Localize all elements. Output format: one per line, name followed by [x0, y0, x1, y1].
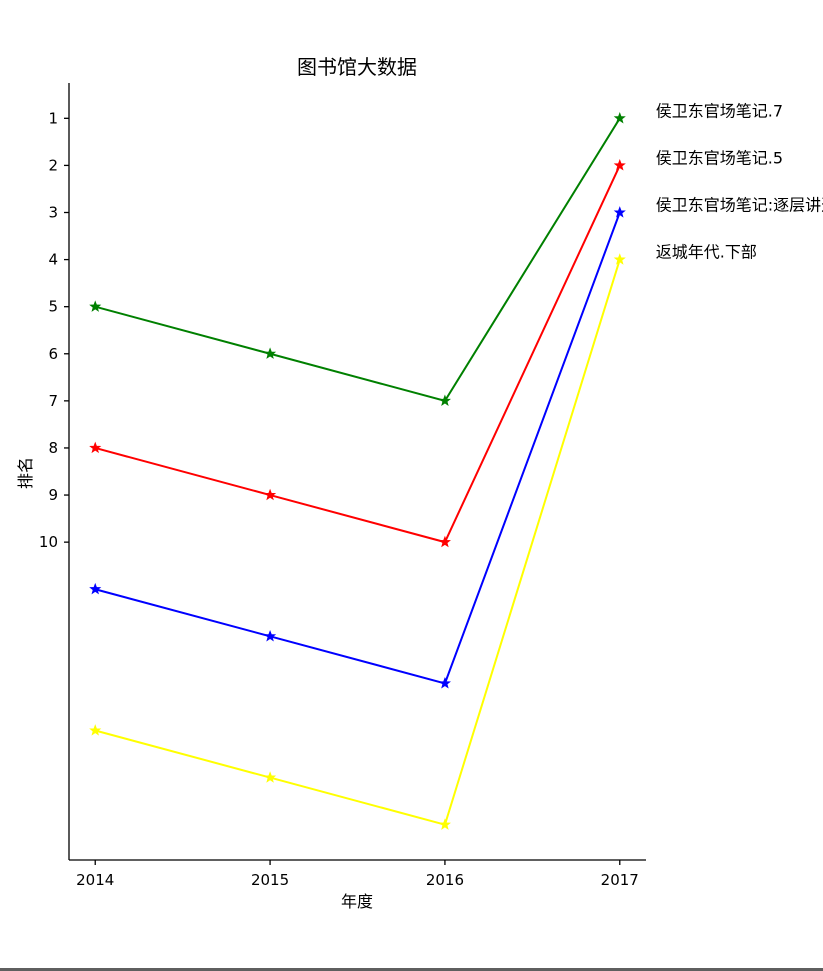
window-bottom-edge — [0, 968, 823, 971]
series-2 — [89, 159, 626, 548]
y-tick-label: 9 — [48, 486, 58, 504]
series-1 — [89, 111, 626, 407]
data-point-star — [89, 441, 102, 454]
y-tick-label: 2 — [48, 156, 58, 174]
series-line — [94, 117, 621, 403]
y-tick-label: 5 — [48, 298, 58, 316]
series-line — [94, 164, 621, 544]
data-point-star — [264, 629, 277, 642]
y-tick-label: 1 — [48, 109, 58, 127]
x-tick-label: 2015 — [251, 871, 289, 889]
y-ticks: 1 2 3 4 5 6 7 8 9 10 — [39, 109, 69, 551]
y-tick-label: 6 — [48, 345, 58, 363]
data-point-star — [89, 724, 102, 736]
series-label: 侯卫东官场笔记.7 — [656, 101, 783, 120]
series-4 — [89, 253, 626, 830]
data-point-star — [438, 677, 451, 689]
data-point-star — [264, 488, 277, 501]
x-tick-label: 2014 — [76, 871, 114, 889]
data-point-star — [264, 347, 277, 359]
x-ticks: 2014 2015 2016 2017 — [76, 860, 639, 889]
y-tick-label: 3 — [48, 204, 58, 222]
data-point-star — [264, 771, 277, 783]
data-point-star — [613, 253, 626, 265]
chart-title: 图书馆大数据 — [297, 55, 417, 79]
y-tick-label: 10 — [39, 533, 58, 551]
x-axis-label: 年度 — [341, 892, 373, 911]
data-point-star — [613, 159, 626, 171]
series-label: 侯卫东官场笔记:逐层讲透 — [656, 196, 823, 215]
series-3 — [89, 206, 626, 689]
data-point-star — [613, 111, 626, 124]
series-label: 侯卫东官场笔记.5 — [656, 148, 783, 167]
y-tick-label: 7 — [48, 392, 58, 410]
data-point-star — [89, 582, 102, 595]
y-tick-label: 4 — [48, 251, 58, 269]
x-tick-label: 2017 — [601, 871, 639, 889]
data-point-star — [438, 818, 451, 830]
series-label: 返城年代.下部 — [656, 243, 757, 262]
data-point-star — [613, 206, 626, 218]
series-line — [94, 212, 621, 685]
data-point-star — [438, 535, 451, 548]
x-tick-label: 2016 — [426, 871, 464, 889]
axes — [68, 83, 646, 861]
y-tick-label: 8 — [48, 439, 58, 457]
data-point-star — [89, 300, 102, 312]
data-point-star — [438, 394, 451, 407]
series-line — [94, 259, 621, 826]
series-group — [89, 111, 626, 830]
y-axis-label: 排名 — [16, 457, 35, 489]
